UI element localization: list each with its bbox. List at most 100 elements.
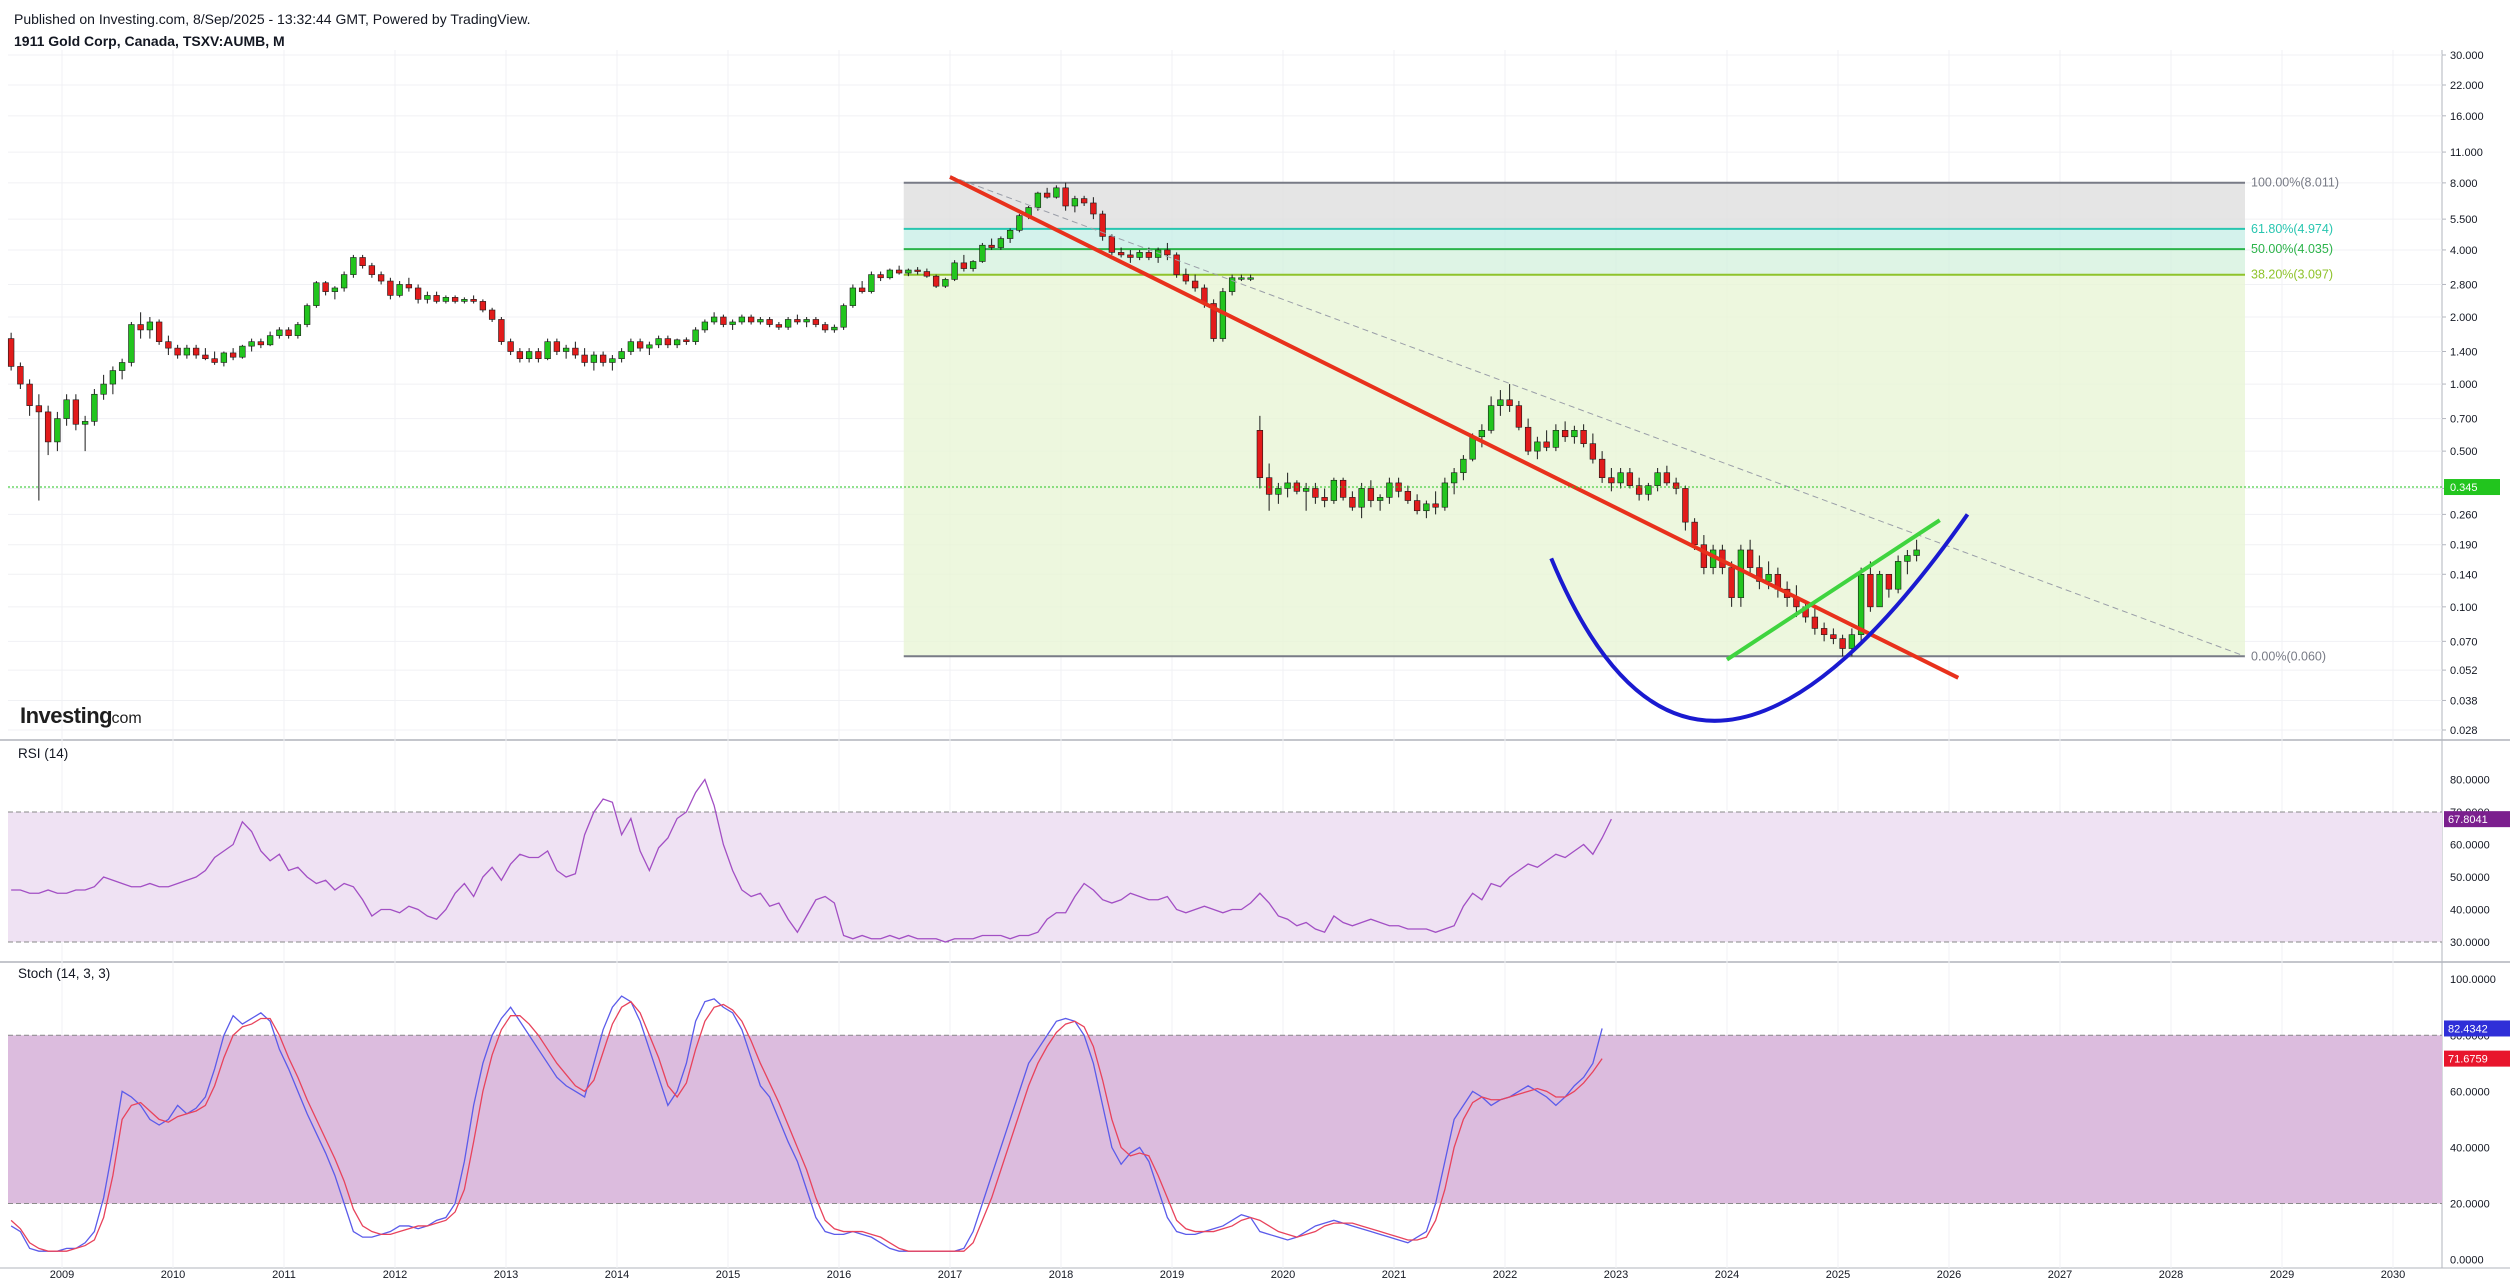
candle-down [1404, 491, 1412, 501]
fib-level-label: 0.00%(0.060) [2251, 649, 2326, 663]
rsi-value-badge [2444, 811, 2510, 828]
candle-down [211, 358, 218, 363]
candle-up [1228, 277, 1236, 292]
candle-down [1090, 202, 1097, 215]
candle-down [285, 329, 292, 336]
candle-up [1302, 488, 1310, 492]
rsi-band-fill [8, 812, 2442, 942]
candle-down [479, 301, 487, 311]
candle-down [794, 319, 801, 323]
candle-up [1848, 634, 1856, 649]
candle-down [1515, 405, 1523, 428]
x-tick-label: 2028 [2159, 1269, 2183, 1280]
candle-up [1330, 479, 1338, 501]
candle-down [1182, 274, 1190, 282]
x-tick-label: 2026 [1937, 1269, 1961, 1280]
rsi-tick-label: 60.0000 [2450, 840, 2490, 852]
candle-down [1321, 497, 1328, 501]
candle-up [590, 354, 598, 363]
stoch-k-badge [2444, 1020, 2510, 1037]
candle-up [784, 319, 792, 328]
candle-down [1626, 472, 1634, 486]
rsi-tick-label: 80.0000 [2450, 775, 2490, 787]
candle-down [192, 347, 200, 356]
candle-down [1524, 426, 1532, 452]
candle-down [1173, 254, 1180, 275]
candle-down [1811, 616, 1819, 629]
candle-up [1894, 561, 1902, 590]
stoch-tick-label: 100.0000 [2450, 974, 2496, 986]
candle-up [220, 352, 228, 363]
candle-down [1080, 198, 1088, 204]
x-tick-label: 2018 [1049, 1269, 1073, 1280]
candle-up [1275, 488, 1282, 495]
candle-down [1312, 488, 1319, 498]
candle-up [118, 362, 126, 371]
candle-up [303, 305, 311, 325]
fib-zone-50-382 [903, 249, 2245, 275]
fib-level-label: 50.00%(4.035) [2251, 242, 2333, 256]
candle-down [202, 354, 209, 359]
candle-up [1450, 472, 1458, 484]
candle-up [424, 295, 431, 300]
candle-down [923, 271, 931, 277]
candle-up [146, 321, 154, 331]
candle-down [1830, 634, 1837, 639]
candle-up [951, 262, 958, 280]
candle-down [322, 282, 329, 292]
candle-down [507, 341, 514, 352]
candle-down [387, 280, 394, 296]
y-tick-label: 1.000 [2450, 379, 2478, 391]
uptrend-line [1725, 518, 1941, 662]
y-tick-label: 0.500 [2450, 446, 2478, 458]
candle-up [81, 421, 89, 425]
candle-down [1589, 443, 1597, 460]
x-tick-label: 2024 [1715, 1269, 1739, 1280]
candle-up [627, 341, 635, 352]
fib-zone-382-0 [903, 274, 2245, 657]
candle-down [960, 262, 968, 269]
chart-header: Published on Investing.com, 8/Sep/2025 -… [14, 8, 531, 52]
candle-down [1210, 303, 1217, 339]
candle-up [1645, 485, 1652, 495]
candle-down [1820, 628, 1828, 635]
downtrend-line [949, 175, 1960, 680]
y-tick-label: 22.000 [2450, 80, 2484, 92]
candle-up [109, 370, 117, 385]
candle-up [1571, 430, 1578, 438]
fib-zone-100-618 [903, 182, 2245, 229]
rsi-tick-label: 50.0000 [2450, 872, 2490, 884]
candle-up [1857, 573, 1865, 635]
candle-down [488, 309, 496, 320]
candle-down [535, 351, 542, 359]
candle-down [747, 316, 755, 323]
candle-up [1386, 482, 1393, 498]
candle-up [1765, 573, 1772, 582]
candle-down [1043, 192, 1051, 198]
candle-up [294, 324, 302, 336]
candle-down [1635, 485, 1643, 495]
candle-up [1247, 277, 1254, 280]
fib-level-label: 38.20%(3.097) [2251, 268, 2333, 282]
candle-down [17, 366, 24, 385]
candle-down [433, 295, 440, 302]
y-tick-label: 2.000 [2450, 312, 2478, 324]
y-tick-label: 2.800 [2450, 279, 2478, 291]
candle-up [1006, 230, 1014, 239]
stoch-d-badge [2444, 1050, 2510, 1067]
candle-up [1487, 405, 1495, 431]
candle-up [1737, 549, 1745, 598]
candle-up [239, 345, 246, 358]
candle-down [775, 324, 783, 328]
candle-up [886, 269, 894, 279]
candle-down [174, 347, 181, 356]
investing-logo-suffix: .com [107, 710, 142, 727]
stoch-tick-label: 0.0000 [2450, 1255, 2484, 1267]
stoch-d-line [10, 1000, 1603, 1252]
y-tick-label: 0.070 [2450, 636, 2478, 648]
x-tick-label: 2030 [2381, 1269, 2405, 1280]
stoch-tick-label: 20.0000 [2450, 1199, 2490, 1211]
candle-down [414, 287, 422, 300]
x-tick-label: 2019 [1160, 1269, 1184, 1280]
